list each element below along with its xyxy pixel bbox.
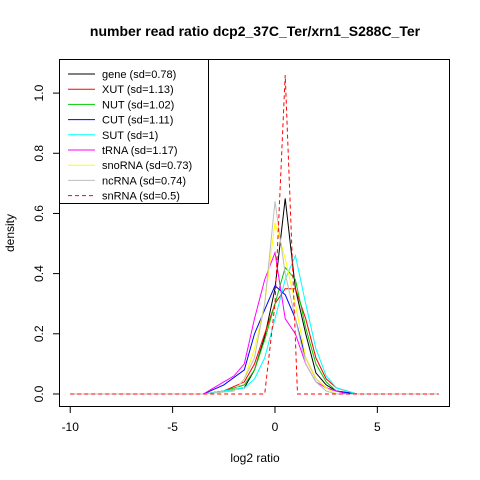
series-line-2 — [70, 288, 439, 395]
chart-title: number read ratio dcp2_37C_Ter/xrn1_S288… — [90, 23, 421, 39]
legend-label: XUT (sd=1.13) — [102, 84, 174, 96]
series-layer — [70, 74, 439, 395]
x-tick-label: 0 — [272, 420, 279, 434]
y-tick-label: 1.0 — [32, 84, 46, 101]
legend-entry: CUT (sd=1.11) — [68, 115, 173, 127]
legend-entry: SUT (sd=1) — [68, 130, 158, 142]
x-tick-label: -10 — [62, 420, 80, 434]
x-axis: -10 -5 0 5 — [62, 406, 381, 434]
legend-entry: snoRNA (sd=0.73) — [68, 160, 192, 172]
legend-label: tRNA (sd=1.17) — [102, 145, 178, 157]
series-line-3 — [70, 266, 439, 395]
legend: gene (sd=0.78) XUT (sd=1.13) NUT (sd=1.02)… — [59, 59, 209, 204]
x-axis-label: log2 ratio — [230, 451, 280, 465]
legend-entry: gene (sd=0.78) — [68, 69, 176, 81]
series-line-5 — [70, 253, 439, 395]
y-tick-label: 0.4 — [32, 265, 46, 282]
y-tick-label: 0.2 — [32, 325, 46, 342]
y-tick-label: 0.6 — [32, 205, 46, 222]
x-tick-label: 5 — [374, 420, 381, 434]
y-tick-label: 0.0 — [32, 385, 46, 402]
series-line-8 — [70, 201, 439, 395]
y-axis-label: density — [3, 214, 17, 252]
legend-label: NUT (sd=1.02) — [102, 99, 174, 111]
legend-entry: snRNA (sd=0.5) — [68, 191, 180, 203]
legend-entry: NUT (sd=1.02) — [68, 99, 174, 111]
legend-entry: ncRNA (sd=0.74) — [68, 175, 186, 187]
legend-label: snoRNA (sd=0.73) — [102, 160, 192, 172]
legend-label: snRNA (sd=0.5) — [102, 191, 180, 203]
series-line-6 — [70, 250, 439, 395]
legend-box — [59, 59, 209, 204]
x-tick-label: -5 — [167, 420, 178, 434]
legend-label: CUT (sd=1.11) — [102, 115, 173, 127]
y-tick-label: 0.8 — [32, 145, 46, 162]
legend-label: gene (sd=0.78) — [102, 69, 176, 81]
legend-entry: tRNA (sd=1.17) — [68, 145, 178, 157]
series-line-9 — [70, 74, 439, 395]
legend-label: ncRNA (sd=0.74) — [102, 175, 186, 187]
legend-entry: XUT (sd=1.13) — [68, 84, 174, 96]
legend-label: SUT (sd=1) — [102, 130, 158, 142]
